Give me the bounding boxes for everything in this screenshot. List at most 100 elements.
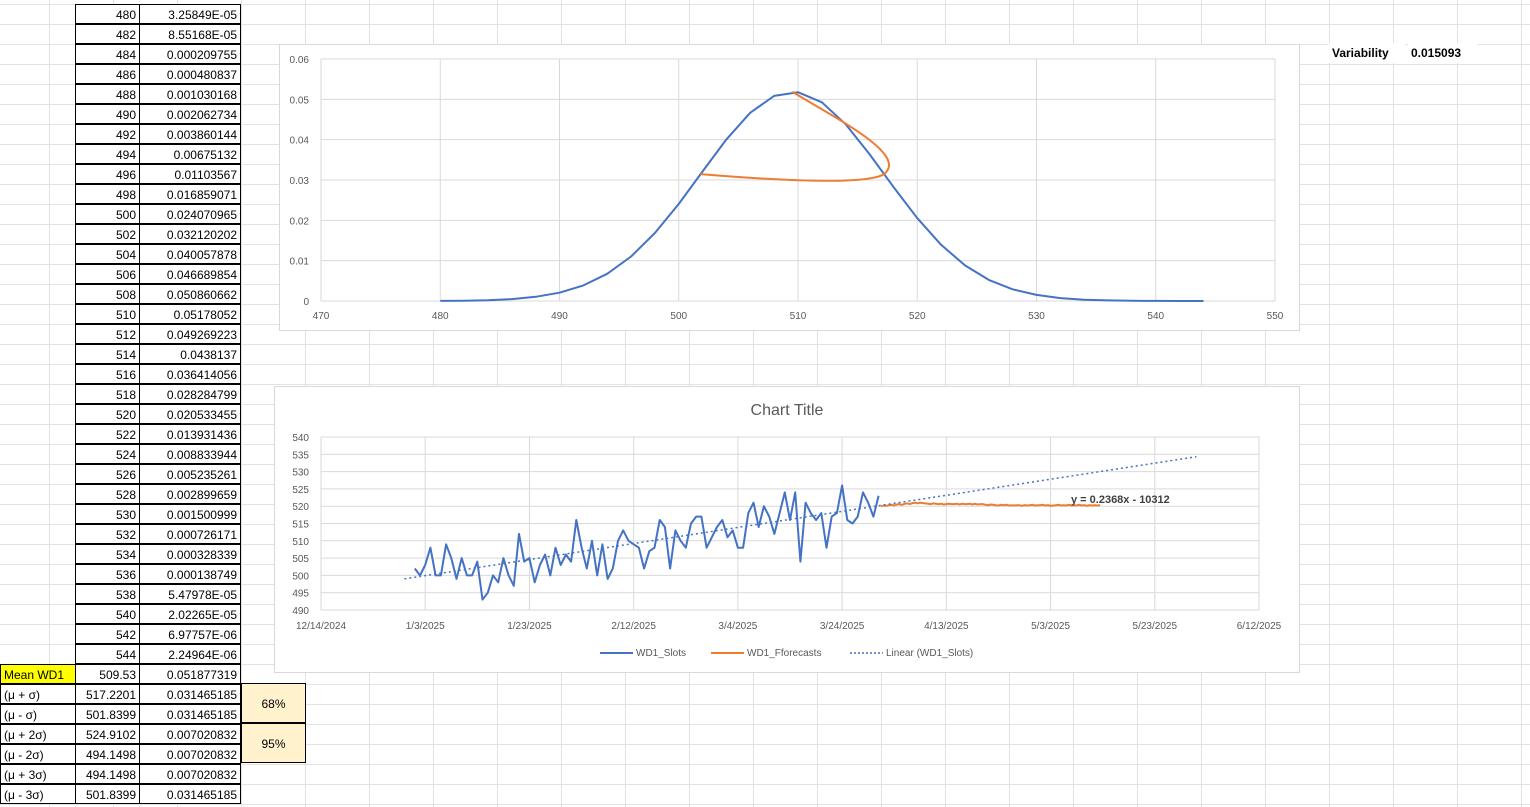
table-cell-x[interactable]: 532 (75, 524, 140, 544)
normal-distribution-chart[interactable]: 0 0.01 0.02 0.03 0.04 0.05 0.06 470 480 490 500 510… (279, 44, 1300, 331)
pct-68-cell[interactable]: 68% (241, 683, 306, 723)
stat-label-cell[interactable]: Mean WD1 (0, 664, 76, 684)
table-cell-x[interactable]: 540 (75, 604, 140, 624)
table-cell-y[interactable]: 0.028284799 (139, 384, 241, 404)
table-cell-x[interactable]: 538 (75, 584, 140, 604)
table-cell-y[interactable]: 0.000328339 (139, 544, 241, 564)
table-cell-x[interactable]: 518 (75, 384, 140, 404)
table-cell-x[interactable]: 488 (75, 84, 140, 104)
stat-x-cell[interactable]: 509.53 (75, 664, 140, 684)
stat-x-cell[interactable]: 524.9102 (75, 724, 140, 744)
table-cell-x[interactable]: 534 (75, 544, 140, 564)
table-cell-y[interactable]: 8.55168E-05 (139, 24, 241, 44)
stat-x-cell[interactable]: 494.1498 (75, 744, 140, 764)
table-cell-y[interactable]: 0.040057878 (139, 244, 241, 264)
table-cell-y[interactable]: 0.002899659 (139, 484, 241, 504)
stat-y-cell[interactable]: 0.007020832 (139, 764, 241, 784)
table-cell-x[interactable]: 480 (75, 4, 140, 24)
table-cell-x[interactable]: 492 (75, 124, 140, 144)
table-cell-y[interactable]: 2.02265E-05 (139, 604, 241, 624)
stat-label-cell[interactable]: (μ - σ) (0, 704, 76, 724)
table-cell-y[interactable]: 0.013931436 (139, 424, 241, 444)
table-cell-y[interactable]: 0.016859071 (139, 184, 241, 204)
stat-y-cell[interactable]: 0.051877319 (139, 664, 241, 684)
table-cell-x[interactable]: 494 (75, 144, 140, 164)
table-cell-x[interactable]: 508 (75, 284, 140, 304)
stat-x-cell[interactable]: 501.8399 (75, 784, 140, 804)
stat-y-cell[interactable]: 0.007020832 (139, 744, 241, 764)
table-cell-y[interactable]: 0.000209755 (139, 44, 241, 64)
table-cell-x[interactable]: 502 (75, 224, 140, 244)
table-cell-x[interactable]: 482 (75, 24, 140, 44)
table-cell-y[interactable]: 5.47978E-05 (139, 584, 241, 604)
stat-x-cell[interactable]: 494.1498 (75, 764, 140, 784)
x-tick-label: 5/3/2025 (1031, 621, 1070, 632)
table-cell-y[interactable]: 0.024070965 (139, 204, 241, 224)
table-cell-y[interactable]: 0.000480837 (139, 64, 241, 84)
table-cell-y[interactable]: 0.046689854 (139, 264, 241, 284)
x-tick-label: 490 (551, 311, 568, 322)
table-cell-x[interactable]: 526 (75, 464, 140, 484)
table-cell-x[interactable]: 514 (75, 344, 140, 364)
pct-95-cell[interactable]: 95% (241, 723, 306, 763)
table-cell-y[interactable]: 6.97757E-06 (139, 624, 241, 644)
x-tick-label: 2/12/2025 (611, 621, 656, 632)
table-cell-x[interactable]: 536 (75, 564, 140, 584)
table-cell-x[interactable]: 516 (75, 364, 140, 384)
table-cell-x[interactable]: 500 (75, 204, 140, 224)
table-cell-y[interactable]: 3.25849E-05 (139, 4, 241, 24)
table-cell-y[interactable]: 0.001030168 (139, 84, 241, 104)
table-cell-y[interactable]: 0.003860144 (139, 124, 241, 144)
table-cell-x[interactable]: 498 (75, 184, 140, 204)
table-cell-x[interactable]: 522 (75, 424, 140, 444)
stat-label-cell[interactable]: (μ + σ) (0, 684, 76, 704)
stat-y-cell[interactable]: 0.031465185 (139, 784, 241, 804)
stat-label-cell[interactable]: (μ + 3σ) (0, 764, 76, 784)
table-cell-y[interactable]: 2.24964E-06 (139, 644, 241, 664)
table-cell-y[interactable]: 0.032120202 (139, 224, 241, 244)
table-cell-y[interactable]: 0.049269223 (139, 324, 241, 344)
legend-label: WD1_Slots (636, 648, 686, 659)
table-cell-x[interactable]: 486 (75, 64, 140, 84)
table-cell-y[interactable]: 0.00675132 (139, 144, 241, 164)
table-cell-y[interactable]: 0.000726171 (139, 524, 241, 544)
x-tick-label: 470 (313, 311, 330, 322)
table-cell-y[interactable]: 0.000138749 (139, 564, 241, 584)
table-cell-y[interactable]: 0.01103567 (139, 164, 241, 184)
table-cell-y[interactable]: 0.001500999 (139, 504, 241, 524)
variability-label[interactable]: Variability (1329, 43, 1405, 63)
table-cell-x[interactable]: 528 (75, 484, 140, 504)
table-cell-y[interactable]: 0.050860662 (139, 284, 241, 304)
table-cell-x[interactable]: 544 (75, 644, 140, 664)
table-cell-y[interactable]: 0.020533455 (139, 404, 241, 424)
stat-label-cell[interactable]: (μ + 2σ) (0, 724, 76, 744)
table-cell-y[interactable]: 0.036414056 (139, 364, 241, 384)
series-line-trendline (404, 455, 1197, 580)
table-cell-y[interactable]: 0.0438137 (139, 344, 241, 364)
stat-label-cell[interactable]: (μ - 2σ) (0, 744, 76, 764)
table-cell-x[interactable]: 542 (75, 624, 140, 644)
table-cell-y[interactable]: 0.05178052 (139, 304, 241, 324)
table-cell-x[interactable]: 504 (75, 244, 140, 264)
table-cell-x[interactable]: 520 (75, 404, 140, 424)
y-tick-label: 510 (292, 537, 309, 548)
stat-label-cell[interactable]: (μ - 3σ) (0, 784, 76, 804)
stat-y-cell[interactable]: 0.007020832 (139, 724, 241, 744)
table-cell-x[interactable]: 510 (75, 304, 140, 324)
table-cell-x[interactable]: 524 (75, 444, 140, 464)
table-cell-y[interactable]: 0.002062734 (139, 104, 241, 124)
variability-value[interactable]: 0.015093 (1408, 43, 1478, 63)
table-cell-x[interactable]: 496 (75, 164, 140, 184)
stat-x-cell[interactable]: 517.2201 (75, 684, 140, 704)
stat-y-cell[interactable]: 0.031465185 (139, 704, 241, 724)
stat-y-cell[interactable]: 0.031465185 (139, 684, 241, 704)
table-cell-x[interactable]: 506 (75, 264, 140, 284)
table-cell-x[interactable]: 484 (75, 44, 140, 64)
time-series-chart[interactable]: Chart Title 490 495 500 505 510 515 520 525 530 53… (274, 386, 1300, 673)
table-cell-x[interactable]: 490 (75, 104, 140, 124)
table-cell-x[interactable]: 512 (75, 324, 140, 344)
table-cell-y[interactable]: 0.008833944 (139, 444, 241, 464)
table-cell-y[interactable]: 0.005235261 (139, 464, 241, 484)
stat-x-cell[interactable]: 501.8399 (75, 704, 140, 724)
table-cell-x[interactable]: 530 (75, 504, 140, 524)
